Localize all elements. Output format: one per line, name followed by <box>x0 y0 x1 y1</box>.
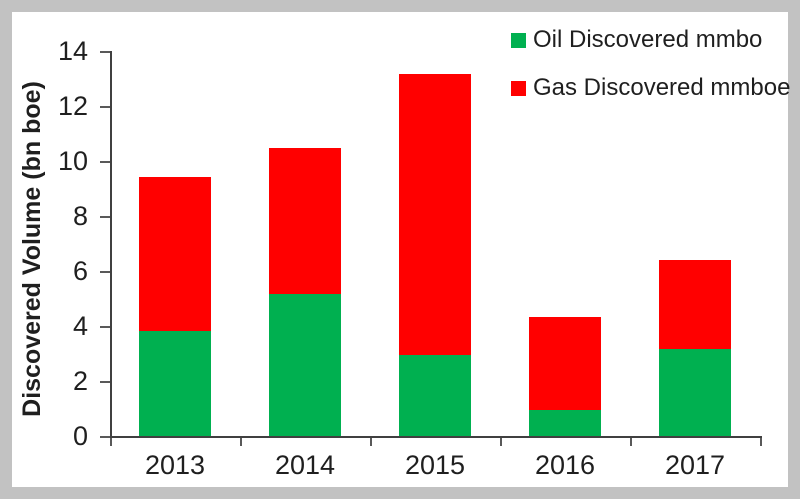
bar-segment-oil-2016 <box>529 409 601 437</box>
y-axis-line <box>110 51 112 439</box>
x-tick-mark-2 <box>370 438 372 446</box>
y-tick-label-8: 8 <box>72 201 88 231</box>
y-tick-mark-12 <box>100 106 110 108</box>
x-tick-label-2013: 2013 <box>144 450 206 480</box>
bar-segment-gas-2017 <box>659 259 731 349</box>
legend: Oil Discovered mmbo Gas Discovered mmboe <box>511 26 790 122</box>
legend-label: Oil Discovered mmbo <box>533 26 763 53</box>
y-tick-label-0: 0 <box>72 421 88 451</box>
bar-segment-gas-2014 <box>269 148 341 294</box>
bar-segment-gas-2015 <box>399 74 471 355</box>
x-tick-mark-0 <box>110 438 112 446</box>
y-tick-label-2: 2 <box>72 366 88 396</box>
bar-segment-oil-2015 <box>399 354 471 437</box>
x-tick-label-2016: 2016 <box>534 450 596 480</box>
legend-item-oil: Oil Discovered mmbo <box>511 26 790 54</box>
y-tick-mark-4 <box>100 326 110 328</box>
legend-label: Gas Discovered mmboe <box>533 74 791 101</box>
x-tick-mark-3 <box>500 438 502 446</box>
y-tick-mark-14 <box>100 51 110 53</box>
x-tick-mark-5 <box>760 438 762 446</box>
legend-swatch-icon <box>511 80 526 96</box>
x-tick-label-2017: 2017 <box>664 450 726 480</box>
legend-swatch-icon <box>511 32 526 48</box>
x-tick-label-2015: 2015 <box>404 450 466 480</box>
y-tick-label-10: 10 <box>57 146 88 176</box>
y-tick-mark-0 <box>100 436 110 438</box>
y-tick-mark-2 <box>100 381 110 383</box>
y-tick-mark-10 <box>100 161 110 163</box>
bar-segment-gas-2013 <box>139 177 211 332</box>
y-tick-label-4: 4 <box>72 311 88 341</box>
y-tick-label-12: 12 <box>57 91 88 121</box>
x-axis-line <box>110 436 762 438</box>
y-tick-label-14: 14 <box>57 36 88 66</box>
bar-segment-oil-2014 <box>269 294 341 437</box>
y-tick-mark-6 <box>100 271 110 273</box>
y-tick-mark-8 <box>100 216 110 218</box>
bar-segment-oil-2013 <box>139 331 211 437</box>
x-tick-mark-1 <box>240 438 242 446</box>
y-tick-label-6: 6 <box>72 256 88 286</box>
x-tick-label-2014: 2014 <box>274 450 336 480</box>
x-tick-mark-4 <box>630 438 632 446</box>
bar-segment-gas-2016 <box>529 317 601 410</box>
bar-segment-oil-2017 <box>659 349 731 437</box>
legend-item-gas: Gas Discovered mmboe <box>511 74 790 102</box>
